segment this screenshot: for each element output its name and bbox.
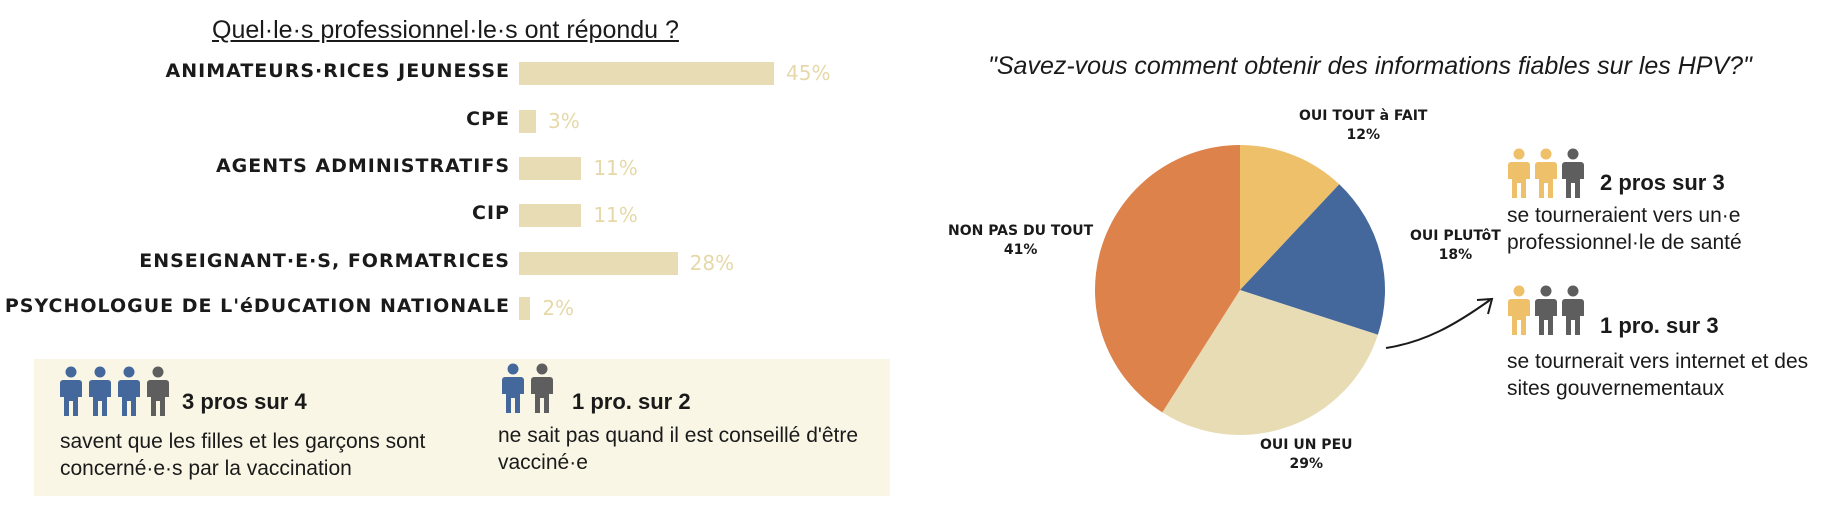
person-icon — [502, 363, 524, 413]
stat-title-3-of-4: 3 pros sur 4 — [182, 389, 307, 414]
person-icon — [118, 366, 140, 416]
pie-label-text: OUI TOUT à FAIT — [1299, 108, 1428, 124]
person-icon — [1535, 285, 1557, 335]
stat-text-1-of-2: ne sait pas quand il est conseillé d'êtr… — [498, 424, 859, 474]
bar-chart-title: Quel·le·s professionnel·le·s ont répondu… — [212, 16, 679, 44]
pie-slice — [1162, 290, 1378, 435]
people-icons-1-of-2 — [502, 363, 553, 413]
bar — [519, 297, 531, 320]
person-icon — [1535, 148, 1557, 198]
bar-value-label: 2% — [542, 296, 575, 320]
pie-label-text: OUI UN PEU — [1260, 437, 1353, 453]
stat-text-1-of-3: se tournerait vers internet et des sites… — [1507, 350, 1809, 400]
pie-label-value: 12% — [1346, 127, 1380, 143]
bar-value-label: 28% — [689, 251, 735, 275]
pie-slice — [1095, 145, 1240, 413]
pie-label-value: 29% — [1289, 456, 1324, 472]
stat-title-1-of-2: 1 pro. sur 2 — [572, 389, 691, 414]
stat-text-3-of-4: savent que les filles et les garçons son… — [60, 430, 426, 480]
person-icon — [147, 366, 169, 416]
bar — [519, 110, 536, 133]
stats-panel — [34, 359, 890, 496]
bar — [519, 252, 678, 275]
pie-slice — [1240, 184, 1385, 335]
pie-label-oui-plutot: OUI PLUTôT 18% — [1410, 227, 1501, 265]
pie-label-text: OUI PLUTôT — [1410, 228, 1501, 244]
bar-value-label: 11% — [593, 203, 638, 227]
pie-chart — [1095, 145, 1385, 435]
stat-text-2-of-3: se tourneraient vers un·e professionnel·… — [1507, 204, 1742, 254]
pie-label-oui-un-peu: OUI UN PEU 29% — [1260, 436, 1353, 474]
person-icon — [1562, 285, 1584, 335]
bar-category-label: PSYCHOLOGUE DE L'éDUCATION NATIONALE — [4, 295, 510, 317]
person-icon — [1508, 148, 1530, 198]
pie-label-non-pas-du-tout: NON PAS DU TOUT 41% — [948, 222, 1093, 260]
bar-category-label: AGENTS ADMINISTRATIFS — [215, 155, 510, 177]
pie-chart-title: "Savez-vous comment obtenir des informat… — [988, 52, 1752, 80]
bar — [519, 62, 774, 85]
people-icons-1-of-3 — [1508, 285, 1584, 335]
pie-label-value: 41% — [1003, 242, 1038, 258]
pie-label-oui-tout-a-fait: OUI TOUT à FAIT 12% — [1299, 107, 1427, 145]
pie-label-text: NON PAS DU TOUT — [948, 223, 1094, 239]
stat-title-1-of-3: 1 pro. sur 3 — [1600, 313, 1719, 338]
person-icon — [89, 366, 111, 416]
bar-category-label: ANIMATEURS·RICES JEUNESSE — [165, 60, 510, 82]
bar — [519, 157, 582, 180]
stat-title-2-of-3: 2 pros sur 3 — [1600, 170, 1725, 195]
bar — [519, 204, 582, 227]
pie-slice — [1240, 145, 1340, 290]
arrow-icon — [1385, 297, 1494, 349]
bar-category-label: CIP — [472, 202, 510, 224]
person-icon — [60, 366, 82, 416]
bar-category-label: CPE — [466, 108, 510, 130]
bar-category-label: ENSEIGNANT·E·S, FORMATRICES — [139, 250, 510, 272]
bar-value-label: 3% — [548, 109, 580, 133]
bar-value-label: 11% — [593, 156, 638, 180]
pie-label-value: 18% — [1438, 247, 1473, 263]
people-icons-3-of-4 — [60, 366, 169, 416]
person-icon — [1562, 148, 1584, 198]
person-icon — [1508, 285, 1530, 335]
person-icon — [531, 363, 553, 413]
bar-value-label: 45% — [786, 61, 831, 85]
people-icons-2-of-3 — [1508, 148, 1584, 198]
